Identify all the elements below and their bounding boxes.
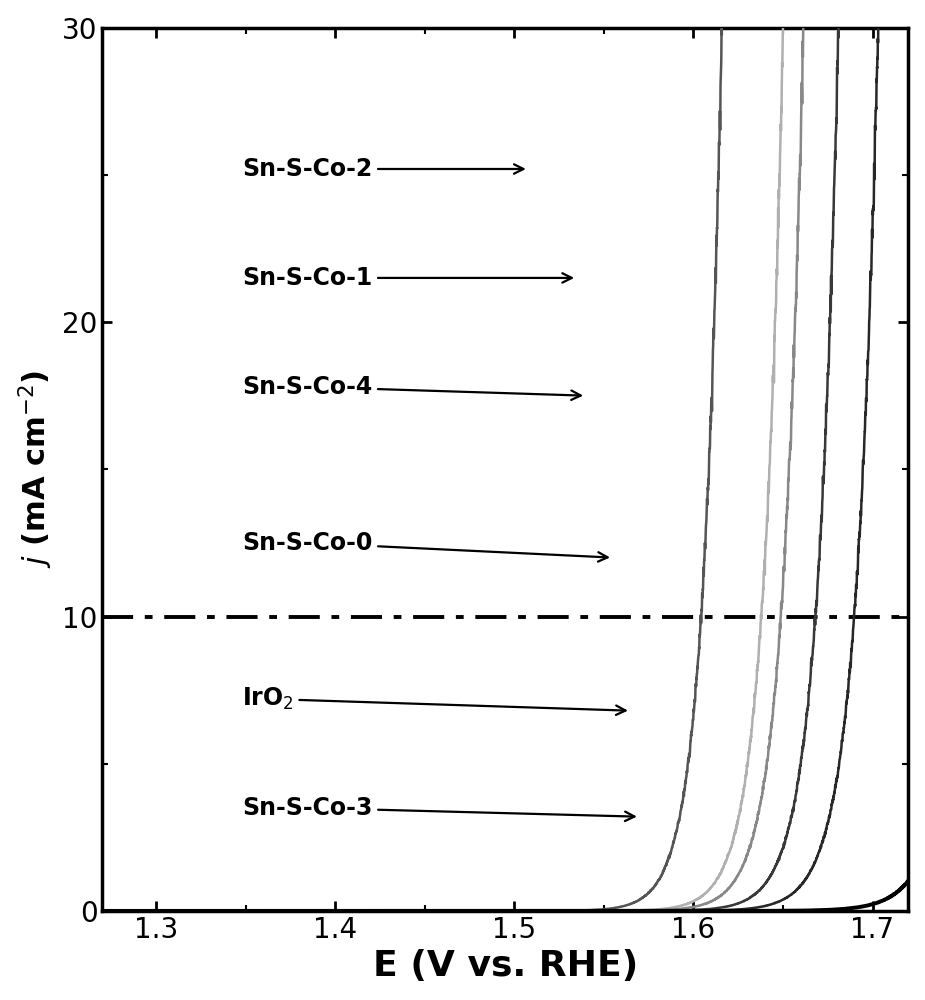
Text: Sn-S-Co-1: Sn-S-Co-1 <box>242 266 572 290</box>
Y-axis label: $j$ (mA cm$^{-2}$): $j$ (mA cm$^{-2}$) <box>17 370 55 568</box>
Text: Sn-S-Co-2: Sn-S-Co-2 <box>242 157 524 181</box>
Text: Sn-S-Co-3: Sn-S-Co-3 <box>242 796 635 821</box>
Text: Sn-S-Co-0: Sn-S-Co-0 <box>242 531 608 562</box>
X-axis label: E (V vs. RHE): E (V vs. RHE) <box>373 949 638 983</box>
Text: Sn-S-Co-4: Sn-S-Co-4 <box>242 375 581 400</box>
Text: IrO$_2$: IrO$_2$ <box>242 686 625 715</box>
